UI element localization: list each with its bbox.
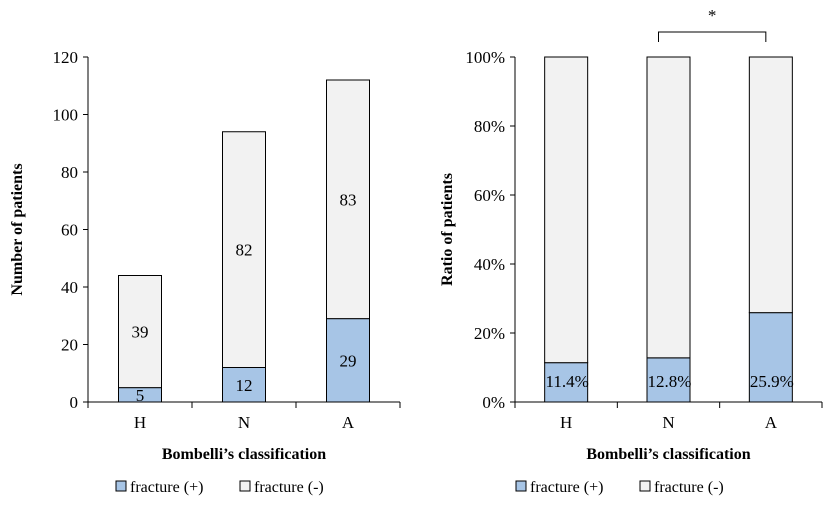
x-tick-label: A <box>765 413 778 432</box>
bar-segment-fracture-pos-a <box>748 312 793 403</box>
y-tick-label: 80 <box>61 163 78 182</box>
bar-segment-fracture-pos-n <box>646 357 691 403</box>
legend-swatch-fracture-neg <box>639 480 651 492</box>
significance-bracket <box>658 31 767 42</box>
legend: fracture (+) fracture (-) <box>515 479 724 496</box>
data-label: 82 <box>236 241 253 260</box>
data-label: 39 <box>132 323 149 342</box>
bar-segment-fracture-neg-h <box>118 275 162 389</box>
x-tick-label: H <box>560 413 572 432</box>
y-tick-label: 0 <box>70 393 79 412</box>
y-tick-label: 60 <box>61 221 78 240</box>
data-label: 12 <box>236 376 253 395</box>
data-label: 5 <box>136 386 145 405</box>
bar-segment-fracture-pos-h <box>544 362 589 403</box>
y-tick-label: 20 <box>61 336 78 355</box>
data-label: 29 <box>340 351 357 370</box>
bar-segment-fracture-neg-a <box>748 56 793 314</box>
y-axis-title: Ratio of patients <box>439 173 456 286</box>
y-tick-label: 40% <box>474 255 505 274</box>
bar-segment-fracture-neg-h <box>544 56 589 364</box>
data-label: 83 <box>340 190 357 209</box>
legend-label: fracture (-) <box>254 479 324 496</box>
x-tick-label: N <box>238 413 250 432</box>
y-tick-label: 100 <box>53 106 79 125</box>
chart-2: 0% 20% 40% 60% 80% 100% 11.4% H 12.8% N 25.9% A Rati… <box>439 6 823 496</box>
bar-segment-fracture-pos-a <box>326 318 370 403</box>
y-tick-label: 120 <box>53 48 79 67</box>
legend-swatch-fracture-pos <box>115 480 127 492</box>
data-label: 12.8% <box>648 372 692 391</box>
legend: fracture (+) fracture (-) <box>115 479 324 496</box>
y-tick-label: 100% <box>465 48 505 67</box>
significance-marker: * <box>708 6 717 25</box>
y-tick-label: 40 <box>61 278 78 297</box>
legend-label: fracture (-) <box>654 479 724 496</box>
y-axis-title: Number of patients <box>9 163 26 295</box>
data-label: 25.9% <box>750 372 794 391</box>
x-axis-title: Bombelli’s classification <box>586 446 750 463</box>
x-tick-label: H <box>134 413 146 432</box>
legend-swatch-fracture-pos <box>515 480 527 492</box>
y-tick-label: 80% <box>474 117 505 136</box>
y-tick-label: 60% <box>474 186 505 205</box>
y-tick-label: 20% <box>474 324 505 343</box>
x-axis-title: Bombelli’s classification <box>162 446 326 463</box>
y-tick-label: 0% <box>482 393 505 412</box>
x-tick-label: N <box>662 413 674 432</box>
x-tick-label: A <box>342 413 355 432</box>
legend-swatch-fracture-neg <box>239 480 251 492</box>
legend-label: fracture (+) <box>530 479 603 496</box>
bar-segment-fracture-neg-a <box>326 79 370 320</box>
data-label: 11.4% <box>546 372 589 391</box>
bar-segment-fracture-neg-n <box>646 56 691 359</box>
chart-1: 0 20 40 60 80 100 120 5 39 H 12 82 N 29 83 A Number of p… <box>9 48 401 496</box>
bar-segment-fracture-neg-n <box>222 131 266 368</box>
legend-label: fracture (+) <box>130 479 203 496</box>
